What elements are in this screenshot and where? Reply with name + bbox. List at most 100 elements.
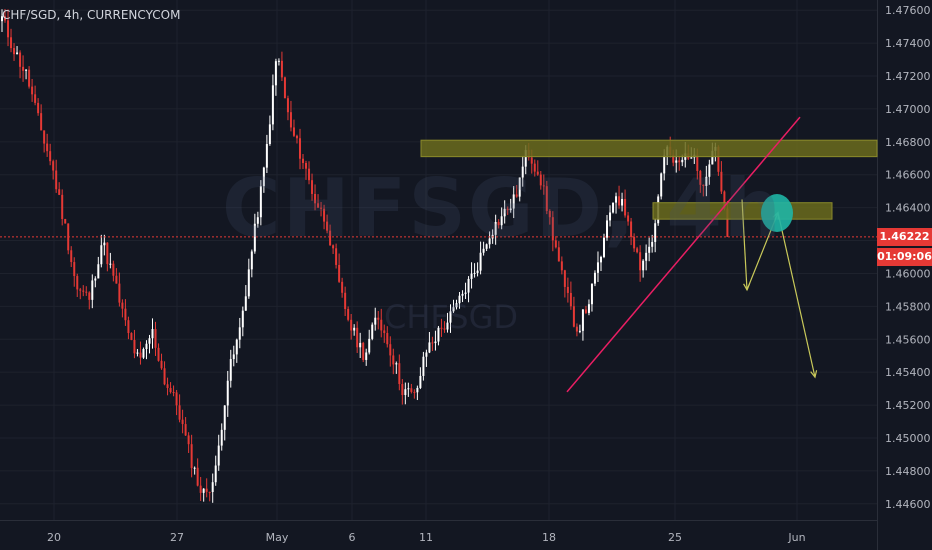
- candle-body: [1, 16, 3, 22]
- candle-body: [371, 324, 374, 339]
- trendline: [566, 116, 801, 393]
- candle-body: [645, 252, 648, 261]
- candle-body: [79, 289, 82, 291]
- price-tick-label: 1.45800: [885, 300, 931, 313]
- candle-body: [16, 52, 19, 55]
- candle-body: [374, 317, 377, 325]
- price-tick-label: 1.44600: [885, 498, 931, 511]
- candle-body: [675, 160, 678, 163]
- candle-body: [61, 194, 64, 220]
- candle-body: [142, 349, 145, 358]
- candle-body: [341, 281, 344, 293]
- candle-body: [717, 146, 720, 172]
- candle-body: [157, 347, 160, 361]
- candle-body: [654, 223, 657, 242]
- candle-body: [395, 363, 398, 365]
- candle-body: [280, 60, 283, 78]
- candle-body: [642, 260, 645, 271]
- countdown-label: 01:09:06: [877, 248, 932, 266]
- candle-body: [49, 151, 52, 162]
- candle-body: [76, 276, 79, 290]
- candle-body: [145, 343, 148, 350]
- candle-body: [4, 16, 7, 21]
- candle-body: [314, 193, 317, 204]
- candle-body: [274, 61, 277, 86]
- candle-body: [338, 264, 341, 282]
- candle-body: [723, 191, 726, 209]
- candle-body: [262, 167, 265, 187]
- candle-body: [599, 256, 602, 263]
- candle-body: [497, 221, 500, 226]
- candle-body: [118, 283, 121, 303]
- candle-body: [28, 69, 31, 87]
- candle-body: [85, 291, 88, 293]
- candle-body: [265, 144, 268, 168]
- candle-body: [332, 245, 335, 249]
- candle-body: [557, 247, 560, 262]
- candle-body: [151, 329, 154, 339]
- candle-body: [509, 208, 512, 211]
- candle-body: [639, 252, 642, 271]
- candle-body: [515, 194, 518, 197]
- candle-body: [73, 262, 76, 277]
- candle-body: [500, 216, 503, 226]
- price-tick-label: 1.44800: [885, 465, 931, 478]
- candle-body: [636, 248, 639, 253]
- candle-body: [681, 159, 684, 163]
- candle-body: [268, 124, 271, 145]
- candle-body: [326, 221, 329, 231]
- candle-body: [286, 98, 289, 113]
- candle-body: [368, 338, 371, 353]
- candle-body: [452, 307, 455, 312]
- candle-body: [172, 392, 175, 394]
- candle-body: [223, 405, 226, 430]
- candle-body: [473, 272, 476, 274]
- candle-body: [419, 375, 422, 388]
- candle-body: [292, 127, 295, 136]
- candle-body: [202, 488, 205, 493]
- projection-arrow-head: [810, 370, 818, 379]
- candle-body: [506, 208, 509, 211]
- candle-body: [232, 354, 235, 360]
- candle-body: [455, 303, 458, 308]
- candle-body: [410, 388, 413, 392]
- price-tick-label: 1.47000: [885, 103, 931, 116]
- time-tick-label: 25: [668, 531, 682, 544]
- candle-body: [283, 77, 286, 99]
- candle-body: [124, 308, 127, 321]
- candle-body: [25, 69, 28, 71]
- candle-body: [43, 130, 46, 144]
- candle-body: [449, 311, 452, 323]
- candle-body: [244, 296, 247, 311]
- chart-header-symbol: CHF/SGD, 4h, CURRENCYCOM: [2, 8, 181, 22]
- candle-body: [277, 60, 280, 62]
- candle-body: [542, 185, 545, 187]
- candle-body: [524, 150, 527, 167]
- candle-body: [365, 352, 368, 360]
- candle-body: [184, 424, 187, 436]
- candle-body: [578, 330, 581, 332]
- candle-body: [590, 283, 593, 305]
- candle-body: [193, 467, 196, 469]
- time-tick-label: 20: [47, 531, 61, 544]
- candle-body: [323, 208, 326, 222]
- projection-arrow: [777, 212, 816, 378]
- candle-body: [247, 269, 250, 297]
- candle-body: [503, 208, 506, 217]
- candle-body: [551, 217, 554, 241]
- candle-body: [615, 196, 618, 203]
- candle-body: [37, 102, 40, 114]
- candle-body: [446, 322, 449, 330]
- candle-body: [154, 329, 157, 348]
- candle-body: [690, 157, 693, 159]
- candle-body: [127, 320, 130, 334]
- candle-body: [229, 359, 232, 381]
- candle-body: [383, 330, 386, 333]
- candle-body: [40, 113, 43, 131]
- candle-body: [91, 280, 94, 300]
- candle-body: [241, 310, 244, 328]
- candle-body: [545, 186, 548, 211]
- candle-body: [271, 85, 274, 125]
- candle-body: [82, 290, 85, 292]
